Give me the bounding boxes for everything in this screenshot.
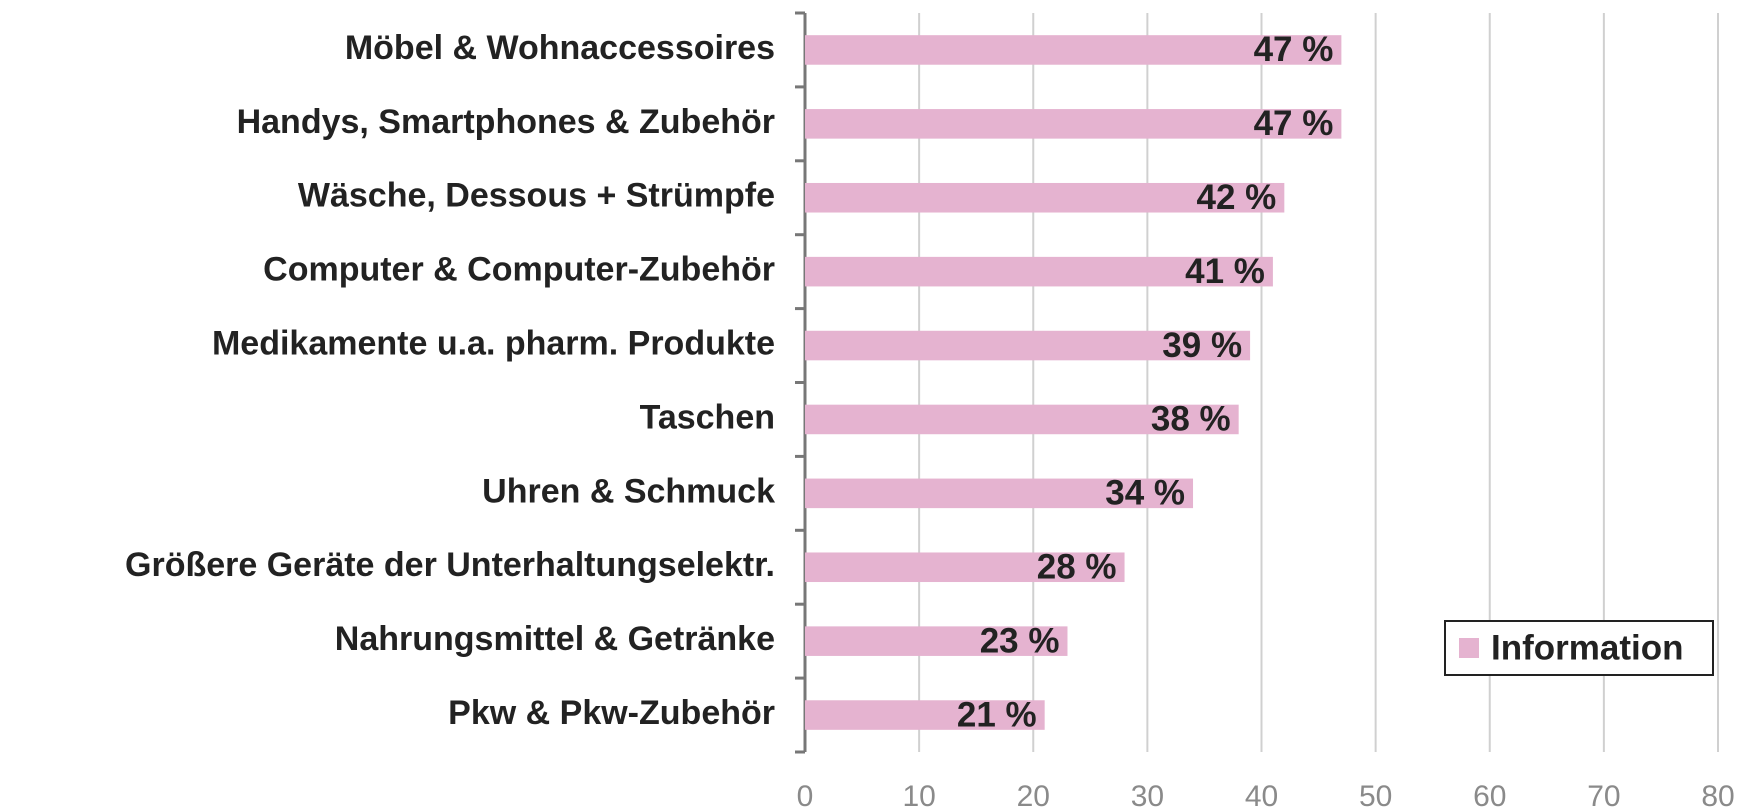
y-tick-label: Größere Geräte der Unterhaltungselektr. — [125, 546, 775, 584]
x-tick-label: 0 — [797, 780, 814, 812]
bar — [805, 626, 1068, 656]
y-tick-label: Wäsche, Dessous + Strümpfe — [298, 177, 775, 215]
value-label: 47 % — [1254, 104, 1334, 143]
bar — [805, 330, 1251, 361]
x-tick-label: 60 — [1473, 780, 1506, 812]
y-tick-label: Nahrungsmittel & Getränke — [335, 620, 775, 658]
x-tick-label: 20 — [1017, 780, 1050, 812]
y-tick-label: Pkw & Pkw-Zubehör — [448, 694, 775, 732]
x-tick-label: 80 — [1701, 780, 1734, 812]
bar — [805, 700, 1045, 730]
bar — [805, 256, 1273, 287]
x-tick-label: 40 — [1245, 780, 1278, 812]
legend-box — [1444, 620, 1714, 676]
y-tick-label: Taschen — [640, 398, 775, 436]
y-tick-label: Möbel & Wohnaccessoires — [345, 29, 775, 67]
value-label: 34 % — [1105, 474, 1185, 513]
bar — [805, 109, 1342, 139]
value-label: 28 % — [1037, 548, 1117, 587]
legend-label: Information — [1491, 628, 1683, 667]
value-label: 42 % — [1197, 178, 1277, 217]
value-label: 47 % — [1254, 30, 1334, 69]
x-tick-label: 10 — [902, 780, 935, 812]
value-label: 21 % — [957, 695, 1037, 734]
x-tick-label: 70 — [1587, 780, 1620, 812]
bar — [805, 182, 1285, 213]
y-tick-label: Handys, Smartphones & Zubehör — [237, 103, 775, 141]
bar — [805, 478, 1194, 509]
y-tick-label: Computer & Computer-Zubehör — [263, 251, 775, 289]
value-label: 38 % — [1151, 400, 1231, 439]
value-label: 23 % — [980, 621, 1060, 660]
bar — [805, 404, 1239, 435]
x-tick-label: 30 — [1131, 780, 1164, 812]
value-label: 41 % — [1185, 252, 1265, 291]
legend-swatch — [1459, 638, 1479, 658]
y-tick-label: Medikamente u.a. pharm. Produkte — [212, 325, 775, 363]
x-tick-label: 50 — [1359, 780, 1392, 812]
value-label: 39 % — [1162, 326, 1242, 365]
bar — [805, 552, 1125, 583]
y-tick-label: Uhren & Schmuck — [482, 472, 775, 510]
bar — [805, 35, 1342, 65]
